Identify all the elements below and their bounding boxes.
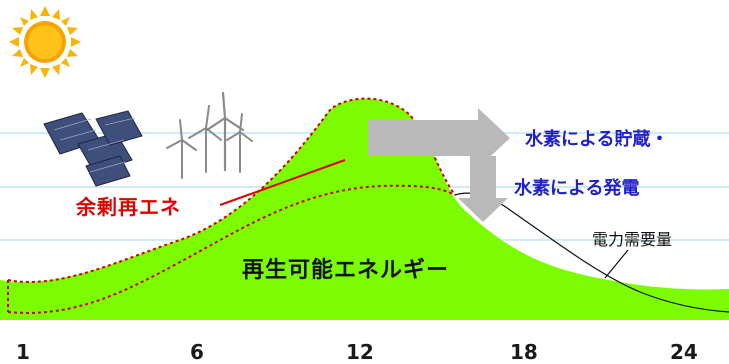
x-tick-24: 24 (670, 340, 698, 364)
renewable-energy-label: 再生可能エネルギー (242, 258, 450, 283)
renewable-area (0, 98, 729, 320)
demand-leader-line (604, 249, 629, 279)
solar-panels-icon (43, 110, 143, 187)
x-tick-6: 6 (190, 340, 204, 364)
surplus-lower-boundary (7, 184, 456, 314)
x-tick-1: 1 (16, 340, 30, 364)
surplus-renewable-label: 余剰再エネ (76, 195, 181, 219)
surplus-leader-line (219, 159, 346, 206)
hydrogen-arrows (368, 108, 510, 222)
wind-turbines-icon (166, 91, 253, 179)
x-tick-12: 12 (346, 340, 374, 364)
x-axis-band (0, 320, 729, 364)
arrow-down-generation (458, 156, 508, 222)
x-tick-18: 18 (510, 340, 538, 364)
arrow-right-storage (368, 108, 510, 168)
hydrogen-storage-label: 水素による貯蔵・ (525, 129, 669, 150)
hydrogen-generation-label: 水素による発電 (514, 178, 640, 199)
sun-icon (9, 6, 81, 78)
power-demand-label: 電力需要量 (592, 230, 673, 249)
